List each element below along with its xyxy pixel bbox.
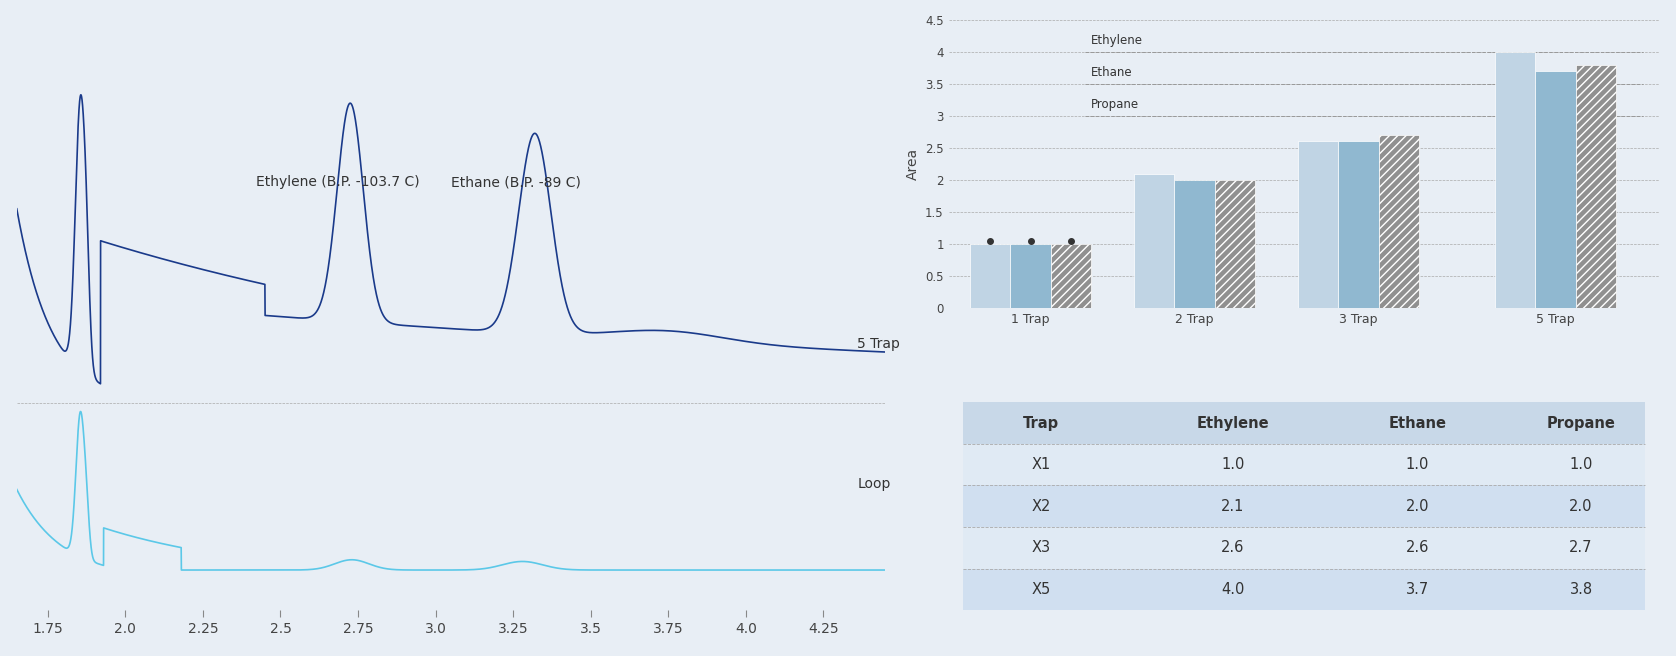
- Text: Ethylene (B.P. -103.7 C): Ethylene (B.P. -103.7 C): [256, 175, 419, 189]
- Text: 4.0: 4.0: [1222, 582, 1245, 597]
- Text: X5: X5: [1031, 582, 1051, 597]
- Text: 1.0: 1.0: [1406, 457, 1430, 472]
- Bar: [1379, 135, 1420, 308]
- Bar: [1339, 142, 1379, 308]
- Text: 2.6: 2.6: [1222, 541, 1245, 555]
- Y-axis label: Area: Area: [905, 148, 920, 180]
- Text: Propane: Propane: [1091, 98, 1138, 112]
- Text: Ethane: Ethane: [1389, 416, 1446, 431]
- Bar: [1175, 180, 1215, 308]
- Text: Trap: Trap: [1022, 416, 1059, 431]
- Text: 5 Trap: 5 Trap: [858, 337, 900, 352]
- Bar: [962, 402, 1646, 444]
- Text: X1: X1: [1031, 457, 1051, 472]
- Text: 3.8: 3.8: [1569, 582, 1592, 597]
- Bar: [962, 569, 1646, 610]
- Bar: [962, 527, 1646, 569]
- Bar: [970, 244, 1011, 308]
- Bar: [962, 444, 1646, 485]
- Bar: [1575, 64, 1616, 308]
- Text: X2: X2: [1031, 499, 1051, 514]
- Text: X3: X3: [1031, 541, 1051, 555]
- Text: Ethylene: Ethylene: [1197, 416, 1269, 431]
- Text: 2.0: 2.0: [1569, 499, 1592, 514]
- Text: Ethane: Ethane: [1091, 66, 1133, 79]
- Bar: [1051, 244, 1091, 308]
- Text: 2.1: 2.1: [1222, 499, 1245, 514]
- Bar: [1215, 180, 1255, 308]
- Text: 2.6: 2.6: [1406, 541, 1430, 555]
- Bar: [1297, 142, 1339, 308]
- Bar: [1011, 244, 1051, 308]
- Text: Ethylene: Ethylene: [1091, 34, 1143, 47]
- Bar: [1535, 71, 1575, 308]
- Text: 1.0: 1.0: [1222, 457, 1245, 472]
- Text: 2.7: 2.7: [1569, 541, 1592, 555]
- Text: Loop: Loop: [858, 477, 892, 491]
- Bar: [962, 485, 1646, 527]
- Bar: [1495, 52, 1535, 308]
- Text: Propane: Propane: [1547, 416, 1616, 431]
- Text: 1.0: 1.0: [1569, 457, 1592, 472]
- Text: 2.0: 2.0: [1406, 499, 1430, 514]
- Text: Ethane (B.P. -89 C): Ethane (B.P. -89 C): [451, 175, 582, 189]
- Text: 3.7: 3.7: [1406, 582, 1430, 597]
- Bar: [1135, 174, 1175, 308]
